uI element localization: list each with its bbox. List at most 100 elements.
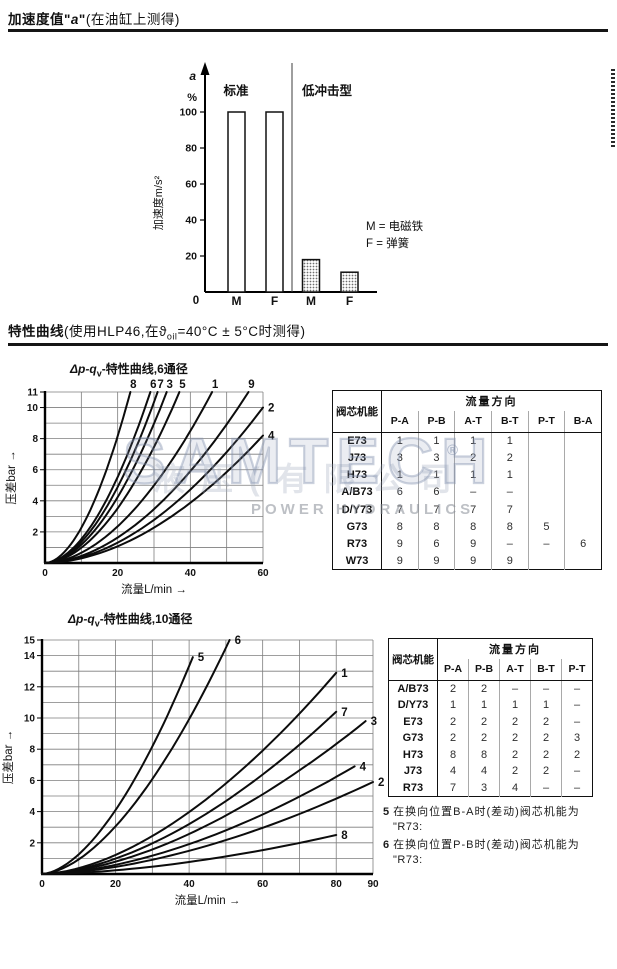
table-row: G73 2 2 2 2 3: [388, 730, 593, 747]
curve-label-9: 9: [248, 379, 254, 391]
value-cell: 2: [530, 730, 562, 747]
value-cell: –: [491, 535, 529, 553]
y-tick-label: 10: [24, 714, 36, 725]
curve-label-5: 5: [198, 652, 205, 664]
grid: [42, 639, 374, 874]
value-cell: [528, 432, 566, 450]
curve-1: [41, 671, 338, 875]
value-cell: –: [499, 680, 531, 697]
curve-label-2: 2: [378, 777, 384, 789]
table-row: D/Y73 1 1 1 1–: [388, 697, 593, 714]
column-header: P-T: [528, 410, 566, 433]
y-tick-label: 10: [27, 403, 39, 414]
footnote-5: 5 在换向位置B-A时(差动)阀芯机能为 "R73:: [383, 805, 617, 835]
curve-label-3: 3: [167, 379, 173, 391]
bar-F-low_shock: [340, 271, 359, 293]
table-row: H73 1 1 1 1: [332, 466, 602, 484]
value-cell: [528, 483, 566, 501]
title-note: (使用HLP46,在ϑ: [64, 324, 167, 339]
region-label-low-shock: 低冲击型: [301, 83, 353, 98]
value-cell: 1: [454, 432, 492, 450]
value-cell: [528, 552, 566, 570]
table-row: W73 9 9 9 9: [332, 552, 602, 570]
curve-label-3: 3: [371, 716, 377, 728]
column-header: P-A: [381, 410, 419, 433]
curve-5: [44, 391, 181, 564]
value-cell: 6: [418, 483, 456, 501]
x-axis-title: 流量L/min →: [175, 893, 241, 907]
title-text: -特性曲线,10通径: [99, 612, 193, 626]
value-cell: 2: [573, 748, 581, 761]
y-tick-label: 20: [185, 251, 197, 263]
footnote-number: 5: [383, 806, 391, 818]
bar-M-low_shock: [301, 258, 321, 293]
curve-label-5: 5: [179, 379, 186, 391]
y-tick-label: 12: [24, 682, 36, 693]
value-cell: 3: [418, 449, 456, 467]
y-axis-unit: %: [187, 92, 197, 104]
row-label: J73: [332, 449, 382, 467]
y-tick-label: 4: [29, 807, 35, 818]
region-label-standard: 标准: [222, 83, 249, 98]
value-cell: [528, 466, 566, 484]
value-cell: 1: [418, 432, 456, 450]
x-category-label: M: [232, 294, 242, 308]
value-cell: [565, 450, 602, 467]
value-cell: [528, 449, 566, 467]
value-cell: 1: [491, 432, 529, 450]
legend-spring: F = 弹簧: [366, 236, 409, 250]
value-cell: [565, 501, 602, 518]
bar-M-standard: [227, 111, 246, 293]
page-edge-mark: [611, 69, 615, 149]
value-cell: [565, 433, 602, 450]
title-variable-a: a: [70, 12, 79, 27]
value-cell: 1: [499, 697, 531, 714]
section-title-acceleration: 加速度值"a"(在油缸上测得): [8, 8, 180, 28]
subscript-v: v: [96, 368, 102, 379]
acceleration-bar-chart: 20 40 60 80 100 标准 低冲击型 a% 加速度m/s² 0 M F M F M = 电磁铁 F …: [151, 62, 424, 308]
table-row: E73 1 1 1 1: [332, 432, 602, 450]
row-label: G73: [388, 730, 438, 747]
value-cell: 4: [437, 763, 469, 780]
footnote-number: 6: [383, 839, 391, 851]
table-row: A/B73 6 6– –: [332, 483, 602, 501]
y-axis-symbol: a: [189, 69, 196, 83]
row-label: D/Y73: [332, 501, 382, 519]
corner-header: 阀芯机能: [388, 638, 438, 681]
value-cell: 1: [381, 432, 419, 450]
section-rule-2: [8, 343, 608, 346]
x-tick-label: 40: [184, 879, 196, 890]
y-tick-label: 4: [32, 496, 38, 507]
column-header: B-T: [491, 410, 529, 433]
origin-label: 0: [193, 295, 199, 307]
value-cell: –: [454, 483, 492, 501]
y-tick-label: 100: [179, 107, 197, 119]
y-tick-label: 40: [185, 215, 197, 227]
group-header-flow-direction: 流量方向: [465, 395, 518, 408]
chart-title-6: Δp-qv-特性曲线,6通径: [70, 360, 188, 378]
value-cell: 2: [499, 730, 531, 747]
value-cell: 1: [381, 466, 419, 484]
value-cell: 2: [530, 746, 562, 763]
y-tick-label: 14: [24, 651, 36, 662]
curve-2: [41, 781, 374, 875]
value-cell: 8: [381, 518, 419, 536]
table-row: J73 3 3 2 2: [332, 449, 602, 467]
footnote-6: 6 在换向位置P-B时(差动)阀芯机能为 "R73:: [383, 838, 617, 868]
y-tick-label: 15: [24, 636, 36, 647]
value-cell: 9: [454, 552, 492, 570]
section-title-curves: 特性曲线(使用HLP46,在ϑoil=40°C ± 5°C时测得): [8, 320, 306, 342]
row-label: H73: [388, 746, 438, 763]
column-header: A-T: [499, 658, 531, 681]
value-cell: 8: [468, 746, 500, 763]
curve-label-1: 1: [341, 668, 348, 680]
value-cell: 9: [381, 552, 419, 570]
curve-label-1: 1: [212, 379, 219, 391]
value-cell: –: [530, 779, 562, 796]
x-tick-label: 60: [257, 879, 269, 890]
y-tick-label: 80: [185, 143, 197, 155]
spool-function-table: 阀芯机能 流量方向 P-A P-B A-T B-T P-T A/B73 2 2– – – D/Y73 1 1…: [388, 638, 593, 797]
